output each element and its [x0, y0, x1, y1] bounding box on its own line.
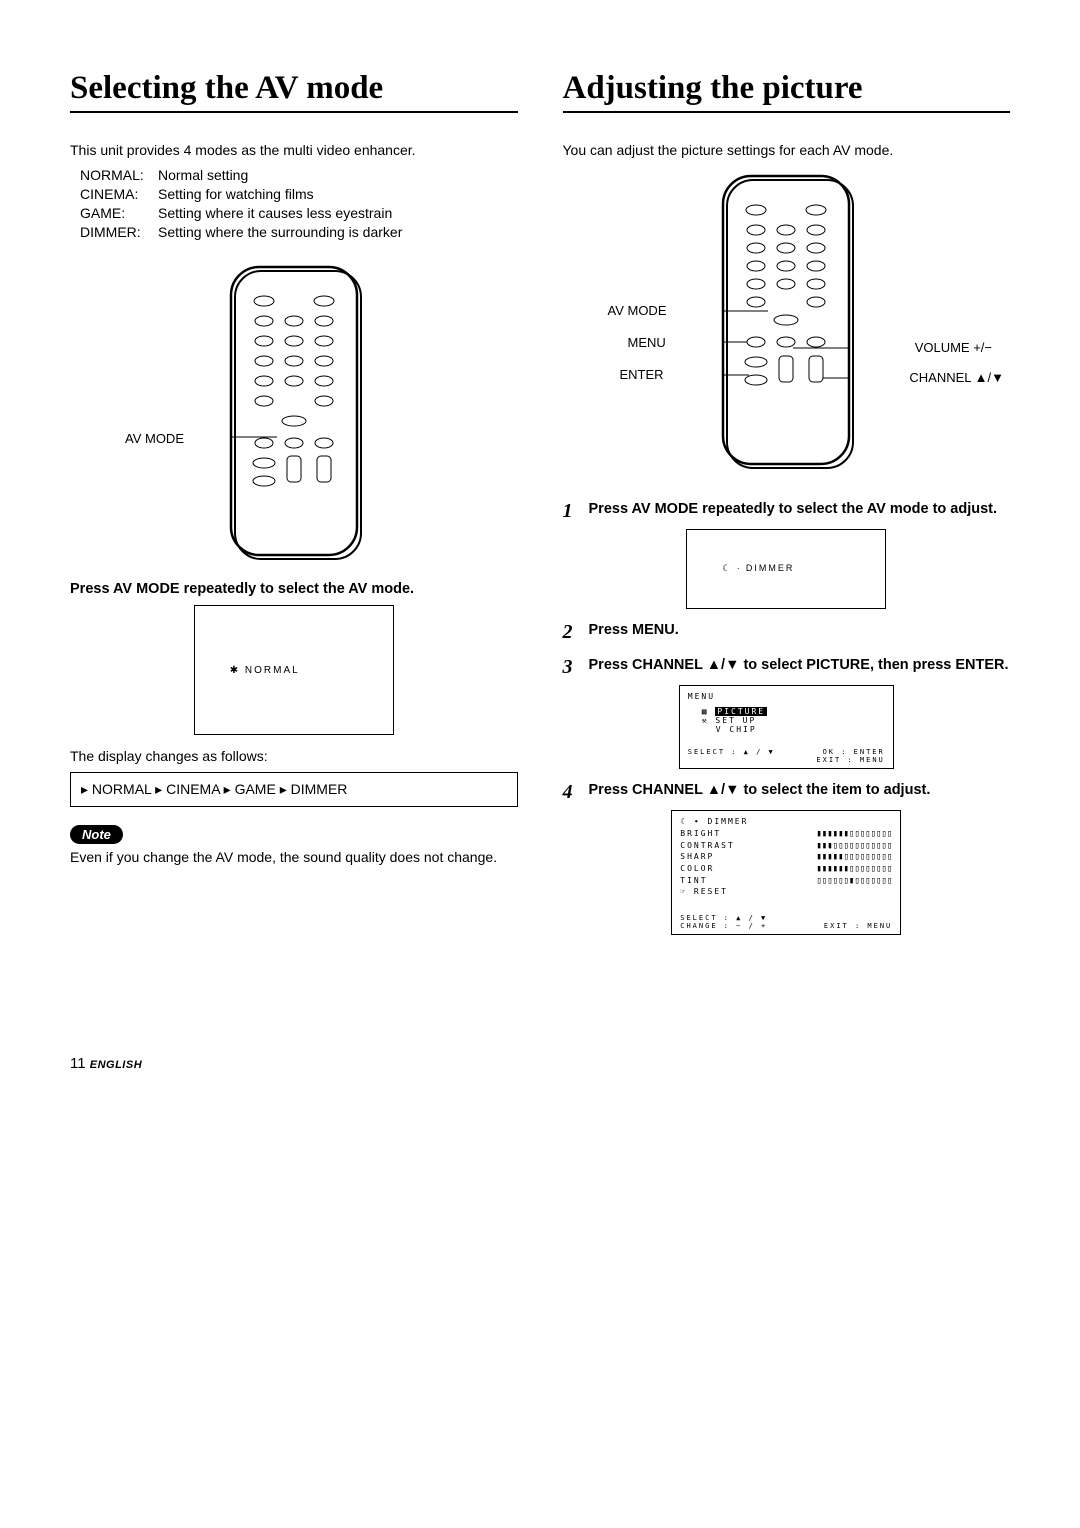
remote-left-diagram: AV MODE — [70, 261, 518, 561]
remote-right-diagram: AV MODE MENU ENTER VOLUME +/− CHANNEL ▲/… — [563, 170, 1011, 480]
menu-footer-select: SELECT : ▲ / ▼ — [688, 748, 775, 764]
label-channel: CHANNEL ▲/▼ — [909, 370, 1004, 385]
remote-icon — [209, 261, 379, 561]
step-1: 1 Press AV MODE repeatedly to select the… — [563, 500, 1011, 523]
adj-footer-select: SELECT : ▲ / ▼ — [680, 914, 767, 922]
adj-footer-change: CHANGE : − / + — [680, 922, 767, 930]
page-number: 11 — [70, 1055, 86, 1072]
menu-item-picture: PICTURE — [715, 707, 767, 716]
right-column: Adjusting the picture You can adjust the… — [563, 70, 1011, 935]
intro-right: You can adjust the picture settings for … — [563, 141, 1011, 160]
mode-cinema-label: CINEMA: — [80, 185, 158, 204]
screen-dimmer: ☾ ∙ DIMMER — [686, 529, 886, 609]
remote-label-avmode: AV MODE — [125, 431, 184, 446]
menu-footer-exit: EXIT : MENU — [816, 756, 884, 764]
mode-normal-label: NORMAL: — [80, 166, 158, 185]
screen-normal: ✱ NORMAL — [194, 605, 394, 735]
adj-sharp: SHARP — [680, 852, 714, 864]
screen-normal-text: ✱ NORMAL — [230, 665, 300, 676]
step-3-text: Press CHANNEL ▲/▼ to select PICTURE, the… — [589, 656, 1011, 675]
menu-item-vchip: V CHIP — [716, 725, 757, 734]
step-2: 2 Press MENU. — [563, 621, 1011, 644]
mode-cinema-desc: Setting for watching films — [158, 185, 314, 204]
mode-game-desc: Setting where it causes less eyestrain — [158, 204, 392, 223]
page-language: ENGLISH — [90, 1059, 142, 1071]
step-left-1: Press AV MODE repeatedly to select the A… — [70, 581, 518, 597]
mode-normal-desc: Normal setting — [158, 166, 248, 185]
left-column: Selecting the AV mode This unit provides… — [70, 70, 518, 935]
label-volume: VOLUME +/− — [915, 340, 992, 355]
mode-game-label: GAME: — [80, 204, 158, 223]
mode-dimmer-desc: Setting where the surrounding is darker — [158, 223, 402, 242]
note-badge: Note — [70, 825, 123, 844]
screen-dimmer-text: ☾ ∙ DIMMER — [722, 563, 794, 574]
cycle-diagram: ▸ NORMAL ▸ CINEMA ▸ GAME ▸ DIMMER — [70, 772, 518, 807]
adj-bright: BRIGHT — [680, 829, 721, 841]
label-enter: ENTER — [620, 367, 664, 382]
heading-av-mode: Selecting the AV mode — [70, 70, 518, 113]
adj-color: COLOR — [680, 864, 714, 876]
mode-dimmer-label: DIMMER: — [80, 223, 158, 242]
adj-contrast: CONTRAST — [680, 841, 735, 853]
label-avmode: AV MODE — [608, 303, 667, 318]
menu-item-setup: SET UP — [715, 716, 756, 725]
label-menu: MENU — [628, 335, 666, 350]
menu-title: MENU — [688, 692, 885, 701]
mode-table: NORMAL:Normal setting CINEMA:Setting for… — [80, 166, 518, 242]
changes-text: The display changes as follows: — [70, 747, 518, 766]
remote-icon-2 — [701, 170, 871, 470]
step-num-2: 2 — [563, 621, 581, 644]
adjust-screen: ☾ ∙ DIMMER BRIGHT▮▮▮▮▮▮▯▯▯▯▯▯▯▯ CONTRAST… — [671, 810, 901, 935]
step-1-text: Press AV MODE repeatedly to select the A… — [589, 500, 1011, 519]
cycle-text: ▸ NORMAL ▸ CINEMA ▸ GAME ▸ DIMMER — [81, 781, 347, 797]
step-num-1: 1 — [563, 500, 581, 523]
adj-reset: ☞ RESET — [680, 887, 728, 897]
step-num-3: 3 — [563, 656, 581, 679]
page-footer: 11 ENGLISH — [70, 1055, 1010, 1072]
step-num-4: 4 — [563, 781, 581, 804]
menu-footer-ok: OK : ENTER — [823, 748, 885, 756]
adj-footer-exit: EXIT : MENU — [824, 922, 892, 930]
intro-left: This unit provides 4 modes as the multi … — [70, 141, 518, 160]
adj-tint: TINT — [680, 876, 707, 888]
adjust-header: ☾ ∙ DIMMER — [680, 817, 892, 826]
step-4: 4 Press CHANNEL ▲/▼ to select the item t… — [563, 781, 1011, 804]
heading-adjust: Adjusting the picture — [563, 70, 1011, 113]
menu-screen: MENU ▦ PICTURE ⚒ SET UP V CHIP SELECT : … — [679, 685, 894, 769]
step-4-text: Press CHANNEL ▲/▼ to select the item to … — [589, 781, 1011, 800]
step-3: 3 Press CHANNEL ▲/▼ to select PICTURE, t… — [563, 656, 1011, 679]
note-text: Even if you change the AV mode, the soun… — [70, 848, 518, 867]
step-2-text: Press MENU. — [589, 621, 1011, 640]
